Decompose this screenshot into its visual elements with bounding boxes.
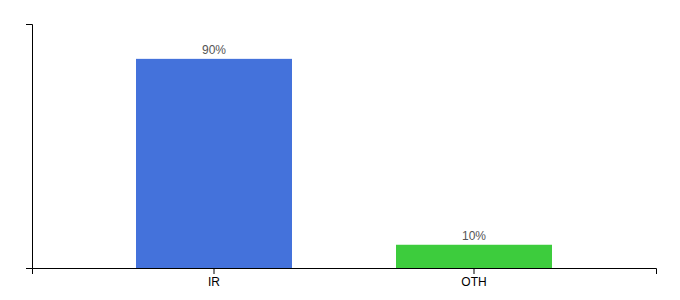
x-axis-line bbox=[33, 269, 657, 275]
bar bbox=[136, 59, 292, 268]
y-axis bbox=[26, 25, 33, 269]
bars bbox=[136, 59, 552, 268]
x-tick-mark bbox=[474, 268, 475, 274]
chart-container: IR OTH 90% 10% bbox=[0, 0, 680, 300]
x-tick-label: IR bbox=[208, 275, 220, 289]
x-tick-label: OTH bbox=[461, 275, 486, 289]
x-tick-mark bbox=[214, 268, 215, 274]
y-axis-line bbox=[26, 25, 33, 269]
x-tick: IR bbox=[208, 268, 220, 289]
x-axis: IR OTH bbox=[33, 268, 657, 289]
data-label: 90% bbox=[202, 43, 226, 57]
x-tick: OTH bbox=[461, 268, 486, 289]
data-label: 10% bbox=[462, 229, 486, 243]
data-labels: 90% 10% bbox=[202, 43, 486, 243]
chart-svg: IR OTH 90% 10% bbox=[0, 0, 680, 300]
bar bbox=[396, 245, 552, 268]
plot-area: IR OTH 90% 10% bbox=[26, 25, 657, 289]
